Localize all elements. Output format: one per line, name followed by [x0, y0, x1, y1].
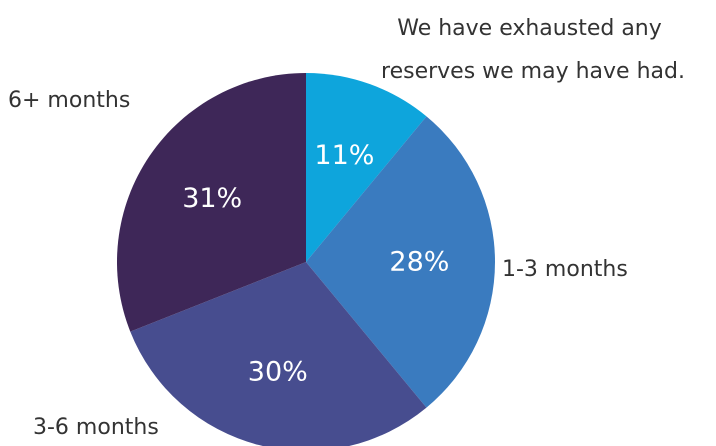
- pie-value-label-3-6-months: 30%: [248, 356, 308, 387]
- category-label-reserves: We have exhausted any reserves we may ha…: [381, 16, 685, 84]
- category-label-reserves-line-1: We have exhausted any: [397, 16, 662, 41]
- pie-value-label-6-plus-months: 31%: [182, 183, 242, 214]
- pie-slice-3-6-months: [130, 262, 427, 446]
- category-label-1-3-months: 1-3 months: [502, 257, 628, 282]
- pie-value-label-reserves: 11%: [314, 140, 374, 171]
- pie-slice-6-plus-months: [117, 73, 306, 332]
- pie-slices: [117, 73, 496, 446]
- pie-value-labels: 11% 28% 30% 31%: [182, 140, 449, 388]
- pie-category-labels: We have exhausted any reserves we may ha…: [8, 16, 685, 440]
- pie-slice-reserves: [306, 73, 427, 262]
- pie-slice-1-3-months: [306, 116, 496, 408]
- category-label-reserves-line-2: reserves we may have had.: [381, 59, 685, 84]
- category-label-6-plus-months: 6+ months: [8, 88, 130, 113]
- pie-value-label-1-3-months: 28%: [389, 247, 449, 278]
- category-label-3-6-months: 3-6 months: [33, 415, 159, 440]
